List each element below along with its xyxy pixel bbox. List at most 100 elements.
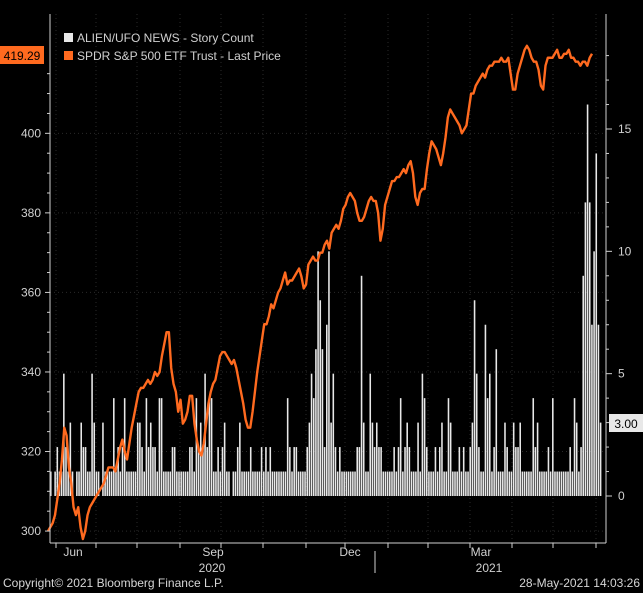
story-count-bar [347,471,350,496]
story-count-bar [171,447,174,496]
left-tick-label: 320 [21,445,41,459]
story-count-bar [141,447,143,496]
story-count-bar [497,471,500,496]
story-count-bar [545,471,548,496]
story-count-bar [334,447,337,496]
story-count-bar [358,447,361,496]
story-count-bar [106,471,109,496]
story-count-bar [575,422,578,496]
story-count-bar [189,447,191,496]
story-count-bar [89,471,91,496]
story-count-bar [156,471,159,496]
story-count-bar [130,471,132,496]
story-count-bar [417,422,419,496]
legend-swatch-price [64,51,73,60]
story-count-bar [412,471,415,496]
left-tick-label: 380 [21,206,41,220]
story-count-bar [306,447,309,496]
story-count-bar [360,275,363,496]
story-count-bar [569,447,571,496]
story-count-bar [467,471,469,496]
story-count-bar [217,447,219,496]
story-count-bar [108,471,111,496]
story-count-bar [65,447,67,496]
price-line [46,44,594,541]
story-count-bar [315,349,317,496]
story-count-bar [312,398,315,496]
story-count-bar [597,324,600,496]
story-count-bar [493,447,495,496]
story-count-bar [262,471,265,496]
story-count-bar [532,398,535,496]
story-count-bar [488,373,491,496]
story-count-bar [67,471,69,496]
x-year-label: 2020 [199,561,226,575]
story-count-bar [113,398,115,496]
story-count-bar [332,373,335,496]
story-count-bar [436,471,439,496]
story-count-bar [197,447,200,496]
story-count-bar [536,422,539,496]
story-count-bar [375,422,378,496]
story-count-bar [247,471,250,496]
story-count-bar [50,471,52,496]
story-count-bar [580,447,582,496]
story-count-bar [391,471,393,496]
story-count-bar [349,471,352,496]
legend-swatch-story-count [64,33,73,42]
story-count-bar [173,447,176,496]
story-count-bar [245,471,248,496]
story-count-bar [373,447,376,496]
story-count-bar [254,471,256,496]
story-count-bar [341,471,343,496]
story-count-bar [473,300,476,496]
story-count-bar [115,471,117,496]
x-year-label: 2021 [476,561,503,575]
story-count-bar [134,471,137,496]
last-count-box [609,414,643,432]
story-count-bar [284,471,287,496]
story-count-bar [86,471,89,496]
story-count-bar [93,422,96,496]
story-count-bar [428,471,430,496]
story-count-bar [365,471,367,496]
story-count-bar [495,349,498,496]
story-count-bar [491,471,493,496]
story-count-bar [386,471,389,496]
story-count-bar [565,471,567,496]
story-count-bar [382,471,385,496]
story-count-bar [117,447,119,496]
story-count-bar [226,471,228,496]
story-count-bar [452,471,454,496]
story-count-bar [236,447,239,496]
story-count-bar [554,471,556,496]
story-count-bar [297,471,300,496]
x-tick-label: Jun [63,545,82,559]
story-count-bar [228,471,230,496]
story-count-bar [456,471,458,496]
story-count-bar [289,447,291,496]
copyright-text: Copyright© 2021 Bloomberg Finance L.P. [3,576,224,590]
story-count-bar [586,104,589,496]
right-tick-label: 5 [618,367,625,381]
story-count-bar [528,471,530,496]
story-count-bar [525,471,528,496]
story-count-bar [441,422,443,496]
story-count-bar [454,471,456,496]
story-count-bar [397,447,400,496]
story-count-bar [184,471,187,496]
story-count-bar [378,447,380,496]
story-count-bar [317,251,319,496]
story-count-bar [502,471,504,496]
story-count-bar [486,398,489,496]
story-count-bar [176,471,178,496]
story-count-bar [339,447,341,496]
story-count-bar [232,471,235,496]
story-count-bar [56,447,59,496]
left-tick-label: 360 [21,285,41,299]
last-value-labels: 419.29 3.00 [0,46,643,432]
story-count-bar [323,447,326,496]
story-count-bar [530,471,532,496]
last-price-box [0,46,44,64]
